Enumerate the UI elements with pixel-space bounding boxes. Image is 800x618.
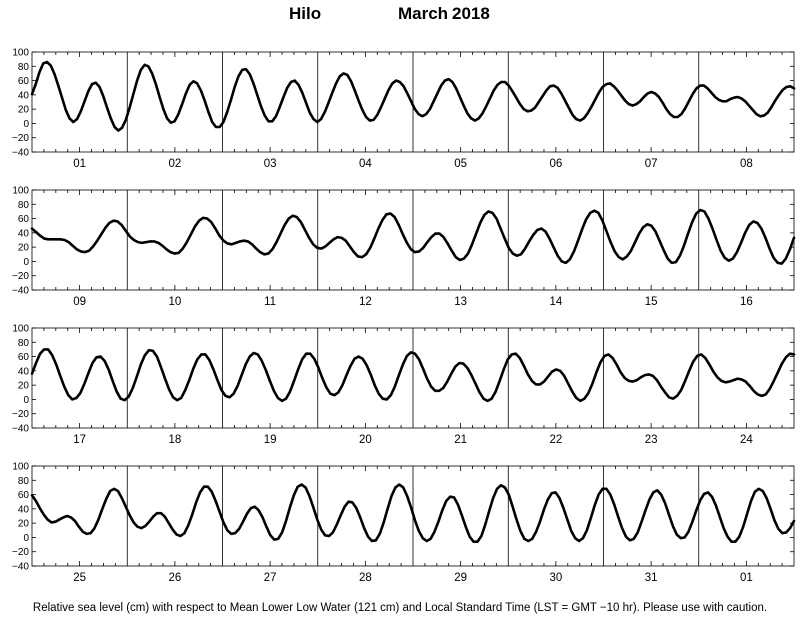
day-label: 27 [264,572,277,584]
footnote: Relative sea level (cm) with respect to … [32,602,768,614]
day-label: 11 [264,296,276,308]
chart-title: Hilo March 2018 [0,4,800,28]
day-label: 16 [740,296,753,308]
day-label: 28 [359,572,372,584]
y-tick-label: 20 [18,243,30,254]
title-month: March [398,4,449,23]
y-tick-label: −40 [12,424,29,435]
day-label: 06 [549,158,562,170]
y-tick-label: −20 [12,409,29,420]
y-tick-label: 80 [18,476,30,487]
y-tick-label: 60 [18,352,30,363]
y-tick-label: 0 [23,395,29,406]
y-tick-label: 40 [18,504,30,515]
day-label: 09 [73,296,86,308]
day-label: 04 [359,158,372,170]
day-label: 05 [454,158,467,170]
tide-curve [30,208,796,265]
y-tick-label: −20 [12,133,29,144]
y-tick-label: 20 [18,519,30,530]
day-label: 08 [740,158,753,170]
day-label: 13 [454,296,467,308]
y-tick-label: 40 [18,366,30,377]
panel-1: 100 80 60 40 20 0 −20 −40 01 02 03 04 05 06 07 08 [12,48,796,170]
day-label: 07 [645,158,658,170]
y-tick-label: 100 [12,462,29,473]
y-tick-label: 80 [18,338,30,349]
day-label: 01 [73,158,86,170]
day-label: 10 [168,296,181,308]
y-tick-label: 20 [18,381,30,392]
tide-curve [30,483,796,544]
y-tick-label: 20 [18,105,30,116]
y-tick-label: 80 [18,62,30,73]
day-label: 03 [264,158,277,170]
panel-4: 100 80 60 40 20 0 −20 −40 25 26 27 28 29 30 31 01 [12,462,796,584]
day-label: 24 [740,434,753,446]
y-tick-label: 80 [18,200,30,211]
day-label: 20 [359,434,372,446]
y-tick-label: −40 [12,286,29,297]
tide-curve [30,60,796,132]
day-label: 15 [645,296,658,308]
day-label: 25 [73,572,86,584]
y-tick-label: 40 [18,90,30,101]
day-label: 01 [740,572,753,584]
y-tick-label: 0 [23,257,29,268]
day-label: 19 [264,434,277,446]
y-tick-label: 60 [18,76,30,87]
title-station: Hilo [289,4,322,23]
y-tick-label: 60 [18,490,30,501]
y-tick-label: 40 [18,228,30,239]
day-label: 21 [454,434,467,446]
day-label: 18 [168,434,181,446]
y-tick-label: 0 [23,533,29,544]
y-tick-label: 100 [12,324,29,335]
y-tick-label: −40 [12,148,29,159]
day-label: 29 [454,572,467,584]
y-tick-label: −20 [12,547,29,558]
panel-2: 100 80 60 40 20 0 −20 −40 09 10 11 12 13 14 15 16 [12,186,796,308]
y-tick-label: 0 [23,119,29,130]
day-label: 26 [168,572,181,584]
y-tick-label: 100 [12,186,29,197]
y-tick-label: 60 [18,214,30,225]
y-tick-label: −40 [12,562,29,573]
day-label: 31 [645,572,658,584]
day-label: 30 [549,572,562,584]
day-label: 22 [549,434,562,446]
day-label: 02 [168,158,181,170]
day-label: 14 [549,296,562,308]
day-label: 23 [645,434,658,446]
panel-3: 100 80 60 40 20 0 −20 −40 17 18 19 20 21 22 23 24 [12,324,796,446]
tide-curve [30,348,796,403]
title-year: 2018 [452,4,490,23]
day-label: 17 [73,434,86,446]
y-tick-label: −20 [12,271,29,282]
day-label: 12 [359,296,372,308]
y-tick-label: 100 [12,48,29,59]
